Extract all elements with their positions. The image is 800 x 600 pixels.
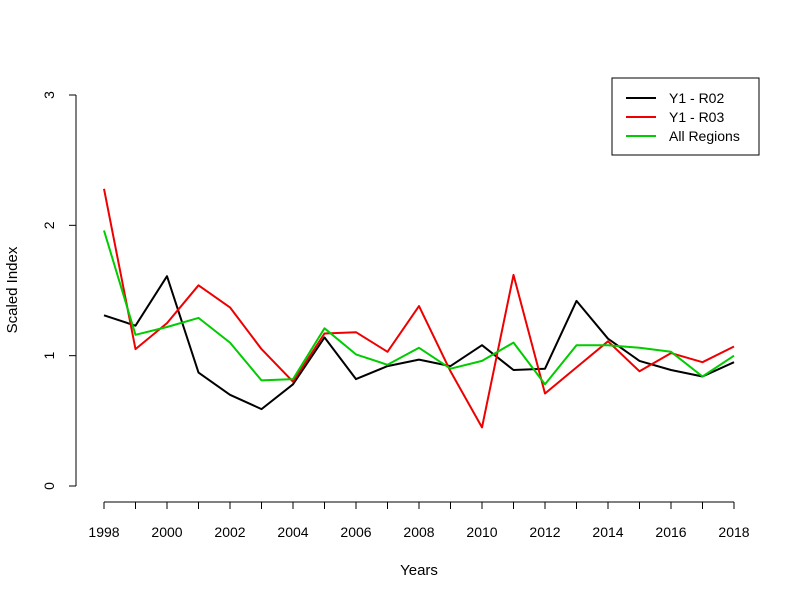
legend-label: Y1 - R02 [669,90,724,106]
series-line-y1-r03 [103,188,735,429]
x-tick-label: 2006 [340,524,371,540]
x-tick-label: 2018 [718,524,749,540]
x-tick-label: 2012 [529,524,560,540]
series-line-y1-r02 [103,275,735,411]
x-tick-label: 2016 [655,524,686,540]
x-tick-label: 2008 [403,524,434,540]
y-tick-label: 3 [41,91,57,99]
legend: Y1 - R02 Y1 - R03 All Regions [611,77,760,156]
x-tick-label: 1998 [88,524,119,540]
x-axis: 1998 2000 2002 2004 2006 2008 2010 2012 2014 2016… [88,501,750,540]
legend-label: Y1 - R03 [669,109,724,125]
y-tick-label: 0 [41,482,57,490]
x-tick-label: 2010 [466,524,497,540]
x-tick-label: 2000 [151,524,182,540]
x-tick-label: 2004 [277,524,308,540]
x-tick-label: 2014 [592,524,623,540]
y-tick-label: 2 [41,221,57,229]
series-lines [103,188,735,429]
y-axis: 0 1 2 3 [41,91,77,490]
x-axis-title: Years [400,562,438,579]
x-tick-label: 2002 [214,524,245,540]
y-axis-title: Scaled Index [4,246,21,333]
legend-label: All Regions [669,128,740,144]
series-line-all-regions [103,230,735,386]
y-tick-label: 1 [41,352,57,360]
